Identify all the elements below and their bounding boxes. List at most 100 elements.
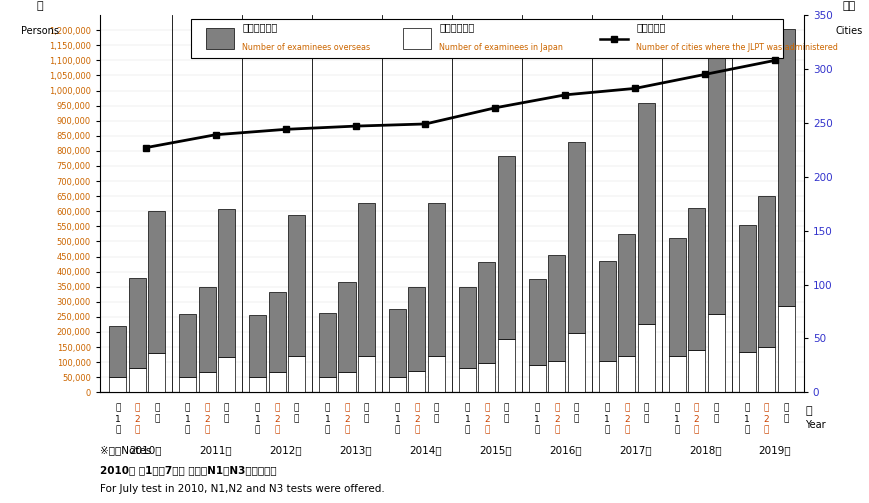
Bar (288, 215, 305, 357)
Text: 合: 合 (224, 403, 229, 412)
Text: 2011年: 2011年 (199, 445, 232, 455)
Text: 合: 合 (504, 403, 509, 412)
Text: 第: 第 (624, 403, 629, 412)
Bar (408, 371, 426, 392)
Text: 2: 2 (204, 414, 210, 424)
Text: 計: 計 (434, 414, 439, 424)
Bar (498, 156, 514, 339)
Bar (758, 347, 775, 392)
Text: 2018年: 2018年 (689, 445, 721, 455)
Text: 第: 第 (275, 403, 280, 412)
Text: 回: 回 (325, 426, 330, 435)
Bar (459, 287, 476, 368)
Bar (109, 326, 126, 377)
Bar (548, 255, 565, 361)
Bar (638, 324, 654, 392)
Text: 回: 回 (745, 426, 750, 435)
Text: 回: 回 (465, 426, 470, 435)
Bar (206, 28, 234, 49)
Text: 1: 1 (464, 414, 470, 424)
Text: 1: 1 (395, 414, 401, 424)
Text: 合: 合 (364, 403, 369, 412)
Bar (567, 333, 585, 392)
Text: 2019年: 2019年 (759, 445, 792, 455)
Text: Number of examinees overseas: Number of examinees overseas (242, 43, 370, 52)
Text: 合: 合 (713, 403, 719, 412)
Text: 計: 計 (154, 414, 159, 424)
Text: 計: 計 (364, 414, 369, 424)
Bar (249, 315, 266, 377)
Text: 第: 第 (135, 403, 140, 412)
Bar (402, 28, 431, 49)
Text: ※注　Notes: ※注 Notes (100, 445, 151, 455)
Text: 合: 合 (783, 403, 789, 412)
Text: 第: 第 (344, 403, 349, 412)
Text: Persons: Persons (21, 27, 59, 36)
Bar (179, 314, 196, 377)
Text: 第: 第 (185, 403, 190, 412)
Text: 回: 回 (135, 426, 140, 435)
Bar (478, 363, 495, 392)
Bar (567, 142, 585, 333)
Bar (618, 234, 635, 356)
Text: 2: 2 (624, 414, 629, 424)
Bar (339, 282, 355, 372)
Text: 実施都市数: 実施都市数 (636, 23, 666, 33)
Text: 第: 第 (605, 403, 610, 412)
Text: 1: 1 (325, 414, 330, 424)
Text: 1: 1 (534, 414, 541, 424)
Bar (389, 309, 406, 377)
Text: 第: 第 (764, 403, 769, 412)
Text: 計: 計 (574, 414, 579, 424)
Text: 合: 合 (294, 403, 299, 412)
Text: 回: 回 (605, 426, 610, 435)
Bar (319, 377, 336, 392)
Bar (389, 377, 406, 392)
Text: 計: 計 (713, 414, 719, 424)
Text: 回: 回 (275, 426, 280, 435)
Bar (778, 29, 794, 306)
Text: 2: 2 (484, 414, 489, 424)
Text: 計: 計 (224, 414, 229, 424)
Text: 第: 第 (484, 403, 489, 412)
Bar (428, 356, 445, 392)
Bar (459, 368, 476, 392)
Bar (269, 372, 286, 392)
Bar (758, 196, 775, 347)
Text: 計: 計 (644, 414, 649, 424)
Bar (339, 372, 355, 392)
Bar (109, 377, 126, 392)
Text: 2017年: 2017年 (619, 445, 652, 455)
Text: 国内受験者数: 国内受験者数 (439, 23, 474, 33)
Text: 回: 回 (415, 426, 420, 435)
Text: 回: 回 (674, 426, 680, 435)
Text: 1: 1 (744, 414, 750, 424)
Text: Cities: Cities (836, 27, 863, 36)
Text: 2012年: 2012年 (269, 445, 302, 455)
Bar (688, 208, 705, 350)
Bar (191, 19, 783, 58)
Bar (358, 357, 375, 392)
Bar (528, 279, 546, 365)
Bar (548, 361, 565, 392)
Bar (319, 313, 336, 377)
Bar (288, 357, 305, 392)
Text: 1: 1 (185, 414, 190, 424)
Text: Number of cities where the JLPT was administered: Number of cities where the JLPT was admi… (636, 43, 839, 52)
Text: 回: 回 (344, 426, 349, 435)
Bar (618, 356, 635, 392)
Text: 第: 第 (745, 403, 750, 412)
Bar (739, 352, 755, 392)
Bar (778, 306, 794, 392)
Text: 第: 第 (204, 403, 209, 412)
Bar (599, 261, 616, 361)
Text: Year: Year (806, 420, 826, 430)
Bar (358, 203, 375, 357)
Bar (528, 365, 546, 392)
Bar (599, 361, 616, 392)
Text: 回: 回 (534, 426, 540, 435)
Bar (668, 238, 686, 356)
Text: 1: 1 (604, 414, 610, 424)
Text: 第: 第 (255, 403, 260, 412)
Bar (129, 368, 146, 392)
